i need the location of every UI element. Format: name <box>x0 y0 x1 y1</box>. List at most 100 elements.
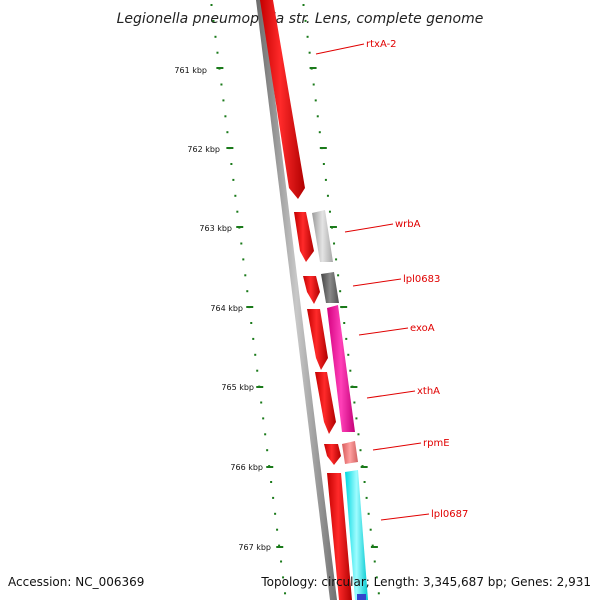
minor-tick-inner <box>256 370 258 372</box>
kbp-label-764: 764 kbp <box>210 304 243 313</box>
minor-tick-inner <box>246 290 248 292</box>
major-tick-inner <box>246 306 253 308</box>
gene-label-xthA: xthA <box>417 386 440 397</box>
minor-tick-outer <box>327 195 329 197</box>
minor-tick-inner <box>232 179 234 181</box>
major-tick-outer <box>330 226 337 228</box>
kbp-label-765: 765 kbp <box>221 383 254 392</box>
minor-tick-inner <box>234 195 236 197</box>
minor-tick-inner <box>244 274 246 276</box>
backbone-arc <box>256 0 337 600</box>
minor-tick-inner <box>270 481 272 483</box>
leader-rpmE <box>373 443 421 450</box>
minor-tick-inner <box>284 592 286 594</box>
kbp-label-group: 761 kbp 762 kbp 763 kbp 764 kbp 765 kbp … <box>174 66 271 552</box>
major-tick-inner <box>256 386 263 388</box>
minor-tick-outer <box>317 115 319 117</box>
leader-exoA <box>359 328 408 335</box>
minor-tick-inner <box>272 497 274 499</box>
major-tick-outer <box>320 147 327 149</box>
gene-label-lpl0683: lpl0683 <box>403 274 440 285</box>
kbp-label-761: 761 kbp <box>174 66 207 75</box>
minor-tick-inner <box>240 243 242 245</box>
minor-tick-outer <box>323 163 325 165</box>
leader-xthA <box>367 391 415 398</box>
leader-lpl0683 <box>353 279 401 286</box>
minor-tick-inner <box>216 52 218 54</box>
minor-tick-outer <box>305 20 307 22</box>
minor-tick-outer <box>364 481 366 483</box>
kbp-label-763: 763 kbp <box>199 224 232 233</box>
minor-tick-outer <box>325 179 327 181</box>
minor-tick-outer <box>343 322 345 324</box>
minor-tick-inner <box>230 163 232 165</box>
minor-tick-inner <box>250 322 252 324</box>
minor-tick-inner <box>212 20 214 22</box>
minor-tick-outer <box>337 274 339 276</box>
kbp-label-766: 766 kbp <box>230 463 263 472</box>
minor-tick-outer <box>313 84 315 86</box>
leader-rtxA-2 <box>316 44 364 54</box>
minor-tick-outer <box>335 258 337 260</box>
major-tick-outer <box>310 67 317 69</box>
minor-tick-outer <box>347 354 349 356</box>
gene-block-wrbA <box>312 210 333 262</box>
minor-tick-outer <box>368 513 370 515</box>
minor-tick-outer <box>333 243 335 245</box>
minor-tick-outer <box>374 561 376 563</box>
major-tick-outer <box>340 306 347 308</box>
minor-tick-outer <box>303 4 305 6</box>
major-tick-outer <box>350 386 357 388</box>
minor-tick-inner <box>266 449 268 451</box>
kbp-label-762: 762 kbp <box>187 145 220 154</box>
gene-label-lpl0687: lpl0687 <box>431 509 468 520</box>
minor-tick-inner <box>280 561 282 563</box>
accession-text: Accession: NC_006369 <box>8 575 144 589</box>
minor-tick-outer <box>359 449 361 451</box>
minor-tick-inner <box>260 402 262 404</box>
minor-tick-outer <box>353 402 355 404</box>
major-tick-inner <box>266 466 273 468</box>
minor-tick-inner <box>222 99 224 101</box>
kbp-label-767: 767 kbp <box>238 543 271 552</box>
minor-tick-outer <box>355 417 357 419</box>
gene-block-lpl0683 <box>321 272 339 303</box>
minor-tick-inner <box>236 211 238 213</box>
minor-tick-inner <box>274 513 276 515</box>
minor-tick-inner <box>252 338 254 340</box>
major-tick-outer <box>371 546 378 548</box>
minor-tick-inner <box>254 354 256 356</box>
genome-summary-text: Topology: circular; Length: 3,345,687 bp… <box>260 575 591 589</box>
minor-tick-outer <box>349 370 351 372</box>
major-tick-inner <box>236 226 243 228</box>
major-tick-inner <box>216 67 223 69</box>
minor-tick-outer <box>315 99 317 101</box>
minor-tick-outer <box>370 529 372 531</box>
leader-wrbA <box>345 224 393 232</box>
gene-block-rpmE <box>342 441 358 464</box>
minor-tick-inner <box>226 131 228 133</box>
minor-tick-inner <box>214 36 216 38</box>
minor-tick-outer <box>366 497 368 499</box>
minor-tick-outer <box>339 290 341 292</box>
gene-label-rpmE: rpmE <box>423 438 450 449</box>
minor-tick-outer <box>307 36 309 38</box>
cds-arrow-lpl0683 <box>303 276 320 304</box>
minor-tick-inner <box>224 115 226 117</box>
gene-label-exoA: exoA <box>410 323 435 334</box>
minor-tick-outer <box>309 52 311 54</box>
major-tick-inner <box>276 546 283 548</box>
gene-block-tail-blue <box>357 594 366 600</box>
minor-tick-outer <box>329 211 331 213</box>
minor-tick-inner <box>276 529 278 531</box>
gene-label-group: rtxA-2 wrbA lpl0683 exoA xthA rpmE lpl06… <box>366 39 468 520</box>
cds-arrow-exoA <box>307 309 328 370</box>
major-tick-outer <box>361 466 368 468</box>
leader-lpl0687 <box>381 514 429 520</box>
gene-label-rtxA-2: rtxA-2 <box>366 39 397 50</box>
cds-arrow-xthA <box>315 372 336 434</box>
map-title: Legionella pneumophila str. Lens, comple… <box>117 11 484 27</box>
minor-tick-inner <box>211 4 213 6</box>
minor-tick-outer <box>345 338 347 340</box>
minor-tick-inner <box>242 258 244 260</box>
